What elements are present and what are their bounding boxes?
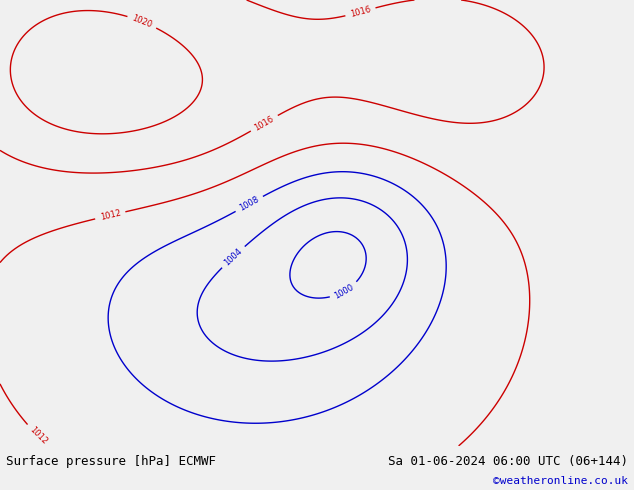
Text: 1012: 1012 — [99, 209, 122, 222]
Text: 1016: 1016 — [253, 114, 276, 132]
Text: 1004: 1004 — [223, 246, 244, 268]
Text: 1012: 1012 — [27, 425, 49, 446]
Text: Sa 01-06-2024 06:00 UTC (06+144): Sa 01-06-2024 06:00 UTC (06+144) — [387, 455, 628, 468]
Text: ©weatheronline.co.uk: ©weatheronline.co.uk — [493, 476, 628, 486]
Text: 1000: 1000 — [333, 282, 356, 300]
Text: 1016: 1016 — [349, 5, 372, 19]
Text: 1020: 1020 — [131, 14, 153, 30]
Text: 1008: 1008 — [238, 195, 261, 213]
Text: Surface pressure [hPa] ECMWF: Surface pressure [hPa] ECMWF — [6, 455, 216, 468]
